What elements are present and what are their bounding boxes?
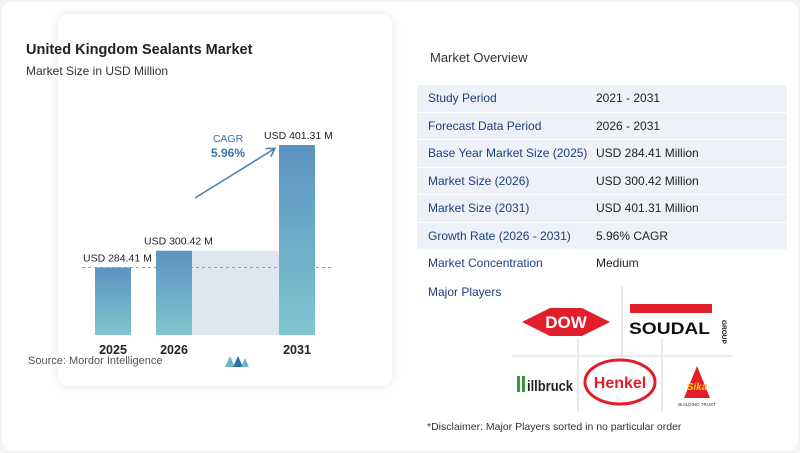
table-row: Forecast Data Period 2026 - 2031 bbox=[417, 112, 787, 140]
table-row: Market Size (2026) USD 300.42 Million bbox=[417, 167, 787, 195]
market-overview-title: Market Overview bbox=[430, 50, 528, 65]
data-label-2026: USD 300.42 M bbox=[144, 236, 213, 248]
table-row: Study Period 2021 - 2031 bbox=[417, 85, 787, 113]
illbruck-logo-text: illbruck bbox=[527, 378, 574, 395]
data-label-2025: USD 284.41 M bbox=[83, 253, 152, 265]
row-label: Study Period bbox=[428, 91, 497, 106]
row-value: USD 284.41 Million bbox=[596, 146, 699, 161]
table-row: Market Concentration Medium bbox=[417, 250, 787, 278]
sika-building-trust-text: BUILDING TRUST bbox=[678, 402, 716, 407]
bar-chart: USD 284.41 M 2025 USD 300.42 M 2026 USD 401.… bbox=[82, 130, 333, 357]
data-label-2031: USD 401.31 M bbox=[264, 130, 333, 142]
growth-area bbox=[192, 250, 279, 335]
mordor-intelligence-logo-icon bbox=[225, 356, 249, 367]
sika-logo: Sika BUILDING TRUST bbox=[678, 366, 716, 407]
source-text: Source: Mordor Intelligence bbox=[28, 355, 163, 367]
chart-title: United Kingdom Sealants Market bbox=[26, 42, 253, 58]
soudal-logo: SOUDAL GROUP bbox=[629, 304, 727, 345]
illbruck-logo: illbruck bbox=[517, 376, 574, 395]
row-value: 5.96% CAGR bbox=[596, 228, 669, 243]
row-label: Market Size (2026) bbox=[428, 173, 530, 188]
row-value: 2026 - 2031 bbox=[596, 118, 661, 133]
row-value: USD 300.42 Million bbox=[596, 173, 699, 188]
chart-subtitle: Market Size in USD Million bbox=[26, 64, 169, 78]
row-label: Market Concentration bbox=[428, 256, 543, 271]
soudal-group-text: GROUP bbox=[720, 320, 727, 345]
bar-2025 bbox=[95, 267, 131, 335]
category-label-2026: 2026 bbox=[160, 343, 188, 357]
table-row: Base Year Market Size (2025) USD 284.41 … bbox=[417, 140, 787, 168]
row-label: Forecast Data Period bbox=[428, 118, 542, 133]
bar-2026 bbox=[156, 250, 192, 335]
dow-logo: DOW bbox=[522, 308, 610, 336]
row-label: Market Size (2031) bbox=[428, 201, 530, 216]
row-label: Base Year Market Size (2025) bbox=[428, 146, 588, 161]
henkel-logo: Henkel bbox=[583, 358, 657, 406]
category-label-2025: 2025 bbox=[99, 343, 127, 357]
dow-logo-text: DOW bbox=[545, 313, 588, 332]
cagr-label: CAGR bbox=[213, 133, 244, 145]
sika-logo-text: Sika bbox=[687, 382, 708, 393]
henkel-logo-text: Henkel bbox=[594, 375, 646, 392]
major-players-title: Major Players bbox=[428, 285, 502, 299]
overview-table: Study Period 2021 - 2031 Forecast Data P… bbox=[417, 85, 787, 278]
row-value: Medium bbox=[596, 256, 639, 271]
table-row: Market Size (2031) USD 401.31 Million bbox=[417, 195, 787, 223]
soudal-logo-text: SOUDAL bbox=[629, 319, 710, 338]
disclaimer: *Disclaimer: Major Players sorted in no … bbox=[427, 421, 682, 433]
row-value: USD 401.31 Million bbox=[596, 201, 699, 216]
row-label: Growth Rate (2026 - 2031) bbox=[428, 228, 571, 243]
row-value: 2021 - 2031 bbox=[596, 91, 661, 106]
category-label-2031: 2031 bbox=[283, 343, 311, 357]
bar-2031 bbox=[279, 145, 315, 335]
cagr-arrow bbox=[194, 149, 274, 199]
cagr-value: 5.96% bbox=[211, 146, 245, 160]
table-row: Growth Rate (2026 - 2031) 5.96% CAGR bbox=[417, 222, 787, 250]
major-players-logos: DOW SOUDAL GROUP illbruck Henkel Sika BU… bbox=[512, 286, 732, 412]
